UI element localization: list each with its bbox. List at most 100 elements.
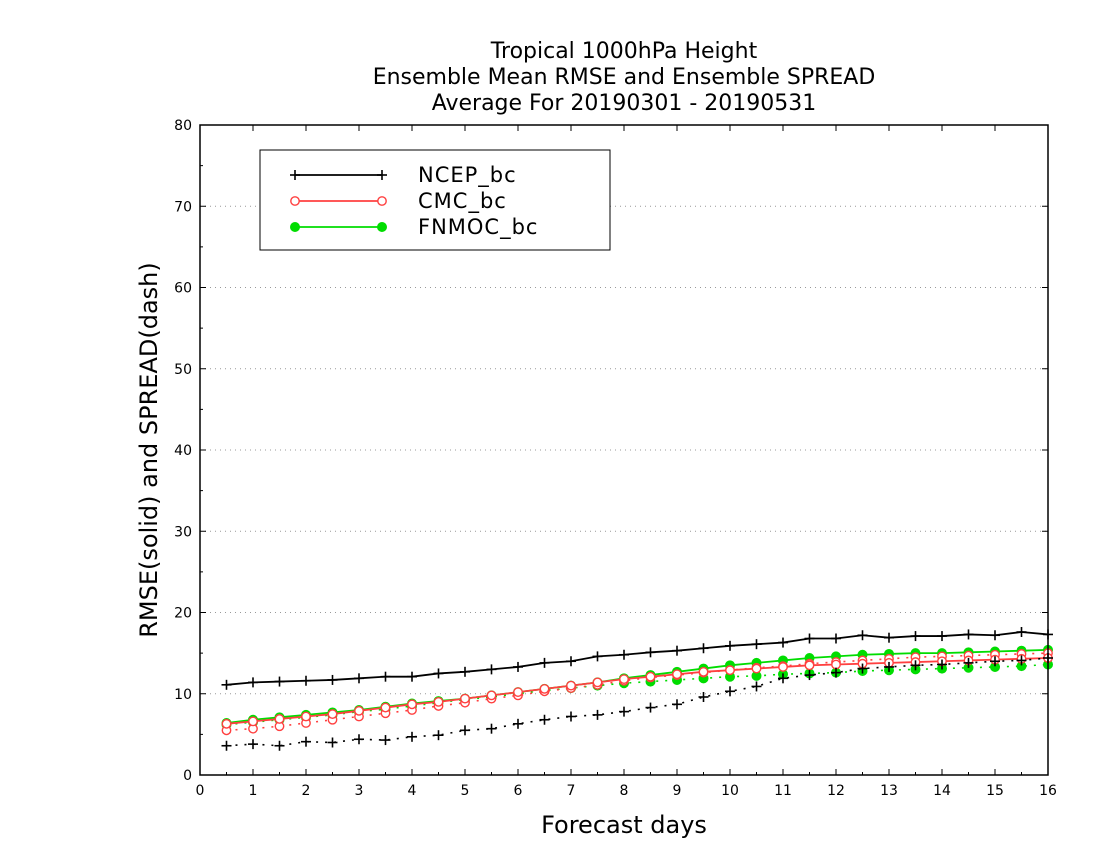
series-ncep-bc-rmse-point — [1016, 627, 1027, 637]
series-cmc-bc-rmse-point — [327, 709, 338, 719]
series-cmc-bc-rmse-point — [672, 669, 682, 680]
legend-marker-start — [290, 222, 300, 232]
y-tick-label-30: 30 — [174, 524, 192, 540]
series-ncep-bc-spread-point — [592, 709, 603, 720]
series-ncep-bc-spread-point — [486, 723, 497, 734]
legend-marker-end — [377, 170, 387, 180]
series-ncep-bc-spread-point — [804, 670, 815, 681]
y-tick-label-40: 40 — [174, 443, 192, 459]
series-cmc-bc-rmse-point — [433, 696, 444, 707]
series-ncep-bc-spread-point — [1016, 655, 1027, 666]
x-tick-label-9: 9 — [673, 783, 682, 799]
y-axis: 0 10 20 30 40 50 60 70 80 — [174, 118, 1048, 784]
series-ncep-bc-spread-point — [672, 699, 682, 710]
x-tick-label-1: 1 — [249, 783, 258, 799]
series-ncep-bc-spread-point — [963, 657, 974, 668]
series-ncep-bc-rmse-point — [963, 629, 974, 640]
series-ncep-bc-rmse-point — [751, 639, 762, 650]
series-cmc-bc-rmse-point — [619, 674, 629, 685]
series-ncep-bc — [221, 627, 1053, 751]
series-cmc-bc-rmse-point — [486, 690, 497, 701]
series-cmc-bc-rmse-point — [380, 702, 391, 713]
legend-item-fnmoc-bc: FNMOC_bc — [290, 215, 538, 240]
series-ncep-bc-spread-line — [226, 657, 1049, 747]
x-tick-label-6: 6 — [514, 783, 523, 799]
series-ncep-bc-spread-point — [354, 734, 364, 745]
series-ncep-bc-spread-point — [857, 663, 868, 674]
x-axis-title: Forecast days — [541, 811, 707, 839]
series-ncep-bc-spread-point — [937, 659, 947, 670]
series-cmc-bc-rmse-point — [698, 666, 709, 677]
x-tick-label-11: 11 — [774, 783, 792, 799]
y-tick-label-60: 60 — [174, 281, 192, 297]
series-ncep-bc-spread-point — [301, 736, 311, 747]
x-tick-label-15: 15 — [986, 783, 1004, 799]
x-tick-label-7: 7 — [567, 783, 576, 799]
series-ncep-bc-rmse-point — [566, 656, 576, 667]
series-ncep-bc-rmse-point — [354, 673, 364, 684]
legend-label-ncep-bc: NCEP_bc — [418, 163, 517, 188]
x-tick-label-13: 13 — [880, 783, 898, 799]
series-cmc-bc-rmse-point — [804, 660, 815, 671]
chart-title-line-1: Tropical 1000hPa Height — [490, 39, 758, 64]
gridlines — [200, 205, 1048, 695]
series-cmc-bc-rmse-point — [301, 711, 311, 722]
series-ncep-bc-rmse-point — [539, 657, 550, 668]
legend-label-fnmoc-bc: FNMOC_bc — [418, 215, 538, 240]
series-ncep-bc-spread-point — [380, 735, 391, 746]
series-ncep-bc-spread-point — [778, 673, 788, 684]
series-ncep-bc-rmse-point — [513, 661, 523, 672]
y-tick-label-10: 10 — [174, 687, 192, 703]
series-ncep-bc-rmse-point — [460, 666, 470, 677]
series-ncep-bc-spread-point — [539, 714, 550, 725]
series-ncep-bc-spread-point — [274, 740, 285, 751]
x-tick-label-4: 4 — [408, 783, 417, 799]
series-ncep-bc-spread-point — [460, 725, 470, 736]
chart-title-line-3: Average For 20190301 - 20190531 — [432, 91, 817, 116]
legend-marker-start — [290, 170, 300, 180]
x-tick-label-14: 14 — [933, 783, 951, 799]
x-tick-label-8: 8 — [620, 783, 629, 799]
series-ncep-bc-rmse-point — [592, 651, 603, 662]
x-tick-label-5: 5 — [461, 783, 470, 799]
legend-marker-end — [377, 222, 387, 232]
series-ncep-bc-rmse-point — [937, 631, 947, 642]
series-ncep-bc-spread-point — [221, 740, 232, 751]
y-tick-label-50: 50 — [174, 362, 192, 378]
legend-item-ncep-bc: NCEP_bc — [290, 163, 517, 188]
series-ncep-bc-rmse-point — [672, 645, 682, 656]
series-cmc-bc-rmse-point — [645, 671, 656, 682]
series-cmc-bc-rmse-point — [513, 687, 523, 698]
series-ncep-bc-spread-point — [513, 718, 523, 729]
series-ncep-bc-rmse-point — [698, 643, 709, 654]
series-cmc-bc-rmse-point — [460, 693, 470, 704]
series-ncep-bc-spread-point — [619, 706, 629, 717]
series-ncep-bc-rmse-point — [486, 664, 497, 675]
series-fnmoc-bc-spread-line — [226, 663, 1049, 726]
series-ncep-bc-spread-point — [433, 730, 444, 741]
series-cmc-bc-rmse-point — [407, 699, 417, 710]
legend-marker-start — [290, 196, 300, 206]
series-ncep-bc-rmse-point — [221, 679, 232, 690]
series-ncep-bc-rmse-point — [274, 676, 285, 687]
x-tick-label-2: 2 — [302, 783, 311, 799]
series-cmc-bc-rmse-point — [274, 714, 285, 724]
series-ncep-bc-rmse-point — [804, 633, 815, 644]
series-cmc-bc-rmse-point — [539, 683, 550, 694]
series-ncep-bc-spread-point — [698, 692, 709, 702]
y-tick-label-0: 0 — [183, 768, 192, 784]
series-ncep-bc-spread-point — [407, 731, 417, 742]
series-ncep-bc-rmse-point — [301, 675, 311, 686]
series-ncep-bc-rmse-point — [831, 633, 841, 644]
series-ncep-bc-rmse-point — [407, 671, 417, 682]
series-cmc-bc-rmse-point — [248, 716, 258, 727]
series-ncep-bc-rmse-point — [433, 668, 444, 679]
series-ncep-bc-spread-point — [248, 739, 258, 750]
series-cmc-bc-rmse-line — [226, 657, 1049, 725]
series-cmc-bc-rmse-point — [566, 680, 576, 691]
series-ncep-bc-rmse-point — [910, 631, 921, 642]
x-tick-label-16: 16 — [1039, 783, 1057, 799]
